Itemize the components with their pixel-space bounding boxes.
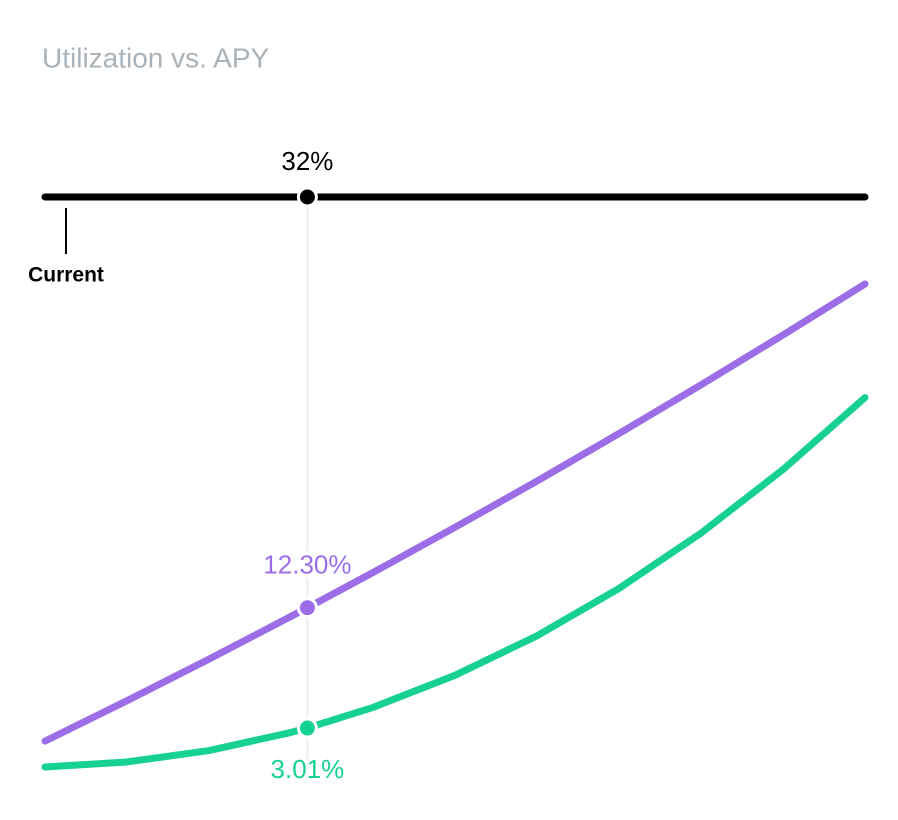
slider-handle: [296, 186, 318, 208]
chart-title: Utilization vs. APY: [42, 42, 270, 73]
highlight-label: 12.30%: [263, 550, 351, 580]
current-label: Current: [28, 264, 104, 287]
slider-value-label: 32%: [281, 146, 333, 176]
series-line: [41, 280, 869, 745]
highlight-dot: [296, 597, 318, 619]
highlight-dot: [296, 717, 318, 739]
highlight-label: 3.01%: [271, 754, 345, 784]
series-line: [41, 394, 869, 771]
